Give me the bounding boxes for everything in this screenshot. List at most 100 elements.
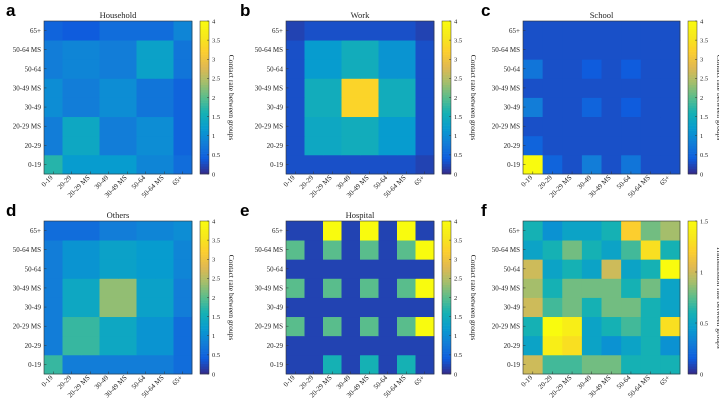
colorbar-segment — [688, 371, 697, 375]
heatmap-cell — [286, 297, 305, 318]
heatmap-cell — [62, 116, 82, 137]
heatmap-cell — [660, 240, 681, 260]
colorbar-segment — [200, 156, 209, 159]
heatmap-cell — [562, 40, 583, 60]
heatmap-cell — [601, 40, 622, 60]
colorbar-segment — [442, 289, 451, 293]
heatmap-cell — [640, 40, 661, 60]
heatmap-cell — [360, 278, 379, 298]
colorbar-segment — [688, 66, 697, 70]
panel-letter: c — [481, 1, 490, 20]
y-tick-label: 30-49 MS — [13, 284, 41, 292]
colorbar-tick-label: 2 — [700, 95, 703, 102]
heatmap-cell — [99, 335, 119, 356]
heatmap-cell — [286, 97, 305, 118]
x-tick-label: 50-64 — [615, 173, 633, 191]
colorbar-segment — [442, 41, 451, 45]
y-tick-label: 65+ — [30, 27, 41, 35]
heatmap-cell — [81, 78, 100, 98]
colorbar-segment — [442, 264, 451, 268]
heatmap-cell — [621, 221, 642, 241]
colorbar-segment — [200, 243, 209, 247]
colorbar-segment — [200, 21, 209, 24]
colorbar-segment — [688, 317, 697, 321]
colorbar-tick-label: 0 — [454, 371, 457, 378]
heatmap-cell — [118, 278, 137, 298]
colorbar-tick-label: 2 — [212, 295, 215, 302]
heatmap-cell — [601, 259, 622, 279]
colorbar-segment — [200, 158, 209, 162]
colorbar-segment — [442, 254, 451, 257]
colorbar-segment — [442, 256, 451, 260]
colorbar-tick-label: 1 — [454, 133, 457, 140]
heatmap-cell — [378, 221, 398, 241]
colorbar-segment — [442, 112, 451, 116]
colorbar-segment — [442, 87, 451, 91]
heatmap-cell — [601, 135, 622, 156]
heatmap-cell — [304, 40, 324, 60]
colorbar-segment — [200, 297, 209, 301]
heatmap-cell — [581, 154, 602, 175]
heatmap-cell — [542, 97, 563, 118]
heatmap-cell — [360, 116, 379, 137]
colorbar-label: Contact rate between groups — [227, 55, 236, 141]
colorbar-tick-label: 3.5 — [212, 237, 220, 244]
plot-frame — [285, 20, 435, 175]
colorbar-segment — [200, 153, 209, 157]
colorbar-tick-label: 0.5 — [700, 320, 708, 327]
y-tick-label: 20-29 — [267, 142, 284, 150]
colorbar-segment — [200, 353, 209, 357]
y-tick-label: 50-64 — [25, 65, 42, 73]
colorbar-segment — [442, 302, 451, 306]
heatmap-cell — [81, 221, 100, 241]
colorbar-segment — [442, 51, 451, 55]
heatmap-cell — [562, 278, 583, 298]
colorbar-segment — [688, 77, 697, 80]
heatmap-cell — [81, 259, 100, 279]
colorbar-segment — [442, 366, 451, 370]
heatmap-cell — [99, 78, 119, 98]
colorbar-segment — [688, 328, 697, 331]
colorbar-segment — [688, 264, 697, 268]
heatmap-cell — [415, 316, 435, 337]
heatmap-cell — [523, 135, 544, 156]
colorbar-segment — [688, 272, 697, 275]
heatmap-cell — [323, 154, 342, 175]
colorbar-segment — [200, 28, 209, 32]
colorbar-segment — [200, 84, 209, 88]
colorbar-segment — [688, 41, 697, 45]
colorbar-segment — [442, 125, 451, 129]
heatmap-cell — [542, 135, 563, 156]
heatmap-cell — [304, 297, 324, 318]
heatmap-cell — [155, 259, 174, 279]
colorbar-segment — [688, 292, 697, 296]
heatmap-cell — [118, 21, 137, 41]
heatmap-cell — [660, 40, 681, 60]
heatmap-cell — [415, 240, 435, 260]
colorbar-segment — [200, 231, 209, 235]
colorbar-segment — [200, 49, 209, 52]
colorbar-segment — [200, 269, 209, 273]
heatmap-cell — [621, 59, 642, 79]
y-tick-label: 20-29 — [504, 342, 521, 350]
heatmap-cell — [118, 135, 137, 156]
colorbar-segment — [688, 133, 697, 137]
colorbar-tick-label: 0 — [454, 171, 457, 178]
colorbar-segment — [200, 87, 209, 91]
colorbar-segment — [200, 345, 209, 349]
heatmap-cell — [378, 316, 398, 337]
colorbar: 0 0.5 1 1.5 2 2.5 3 3.5 4 Contact rate between gr… — [441, 218, 478, 378]
colorbar-segment — [442, 79, 451, 83]
panel-title: Household — [100, 10, 138, 20]
colorbar-tick-label: 0 — [700, 171, 703, 178]
colorbar-segment — [442, 320, 451, 324]
colorbar-segment — [200, 110, 209, 114]
colorbar-segment — [442, 226, 451, 229]
heatmap-cell — [581, 97, 602, 118]
y-tick-label: 65+ — [272, 27, 283, 35]
colorbar-segment — [442, 28, 451, 32]
heatmap-cell — [378, 21, 398, 41]
heatmap-cell — [173, 78, 193, 98]
colorbar: 0 0.5 1 1.5 Transmission rate between groups — [687, 218, 719, 378]
colorbar-segment — [442, 107, 451, 111]
